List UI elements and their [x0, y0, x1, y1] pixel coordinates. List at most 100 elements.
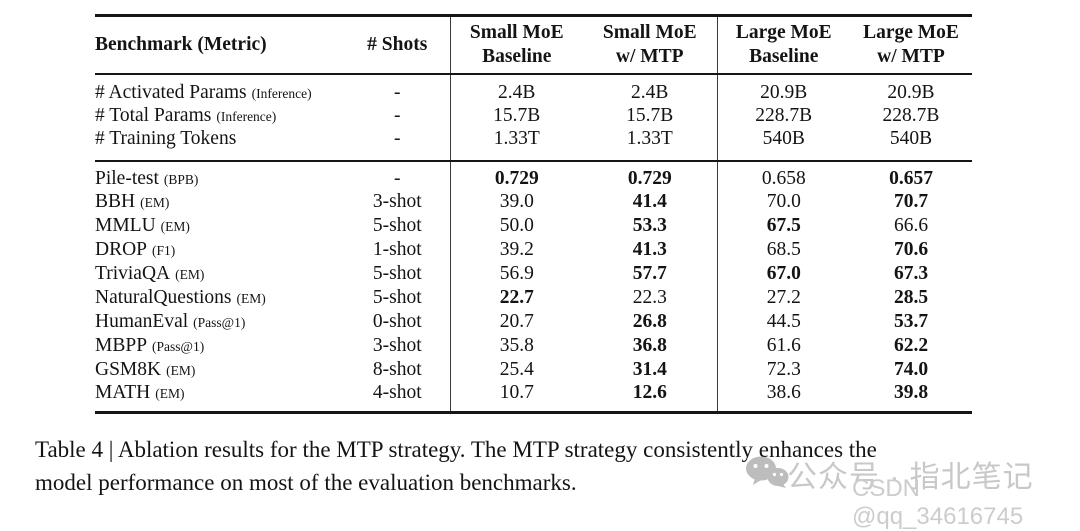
benchmarks-section: Pile-test (BPB) - 0.729 0.729 0.658 0.657… — [95, 160, 972, 412]
table-row-triviaqa: TriviaQA (EM) 5-shot 56.9 57.7 67.0 67.3 — [95, 261, 972, 286]
shots-cell: 5-shot — [345, 285, 451, 310]
metric-label: (EM) — [160, 218, 190, 234]
header-line2: Baseline — [482, 45, 552, 67]
value-cell: 56.9 — [499, 262, 534, 284]
metric-label: (Inference) — [216, 108, 277, 124]
value-cell: 41.4 — [583, 189, 718, 214]
header-num-shots: # Shots — [345, 15, 451, 74]
shots-cell: 3-shot — [345, 333, 451, 358]
benchmark-name: # Activated Params — [95, 81, 247, 103]
shots-cell: 8-shot — [345, 357, 451, 382]
value-cell: 0.729 — [583, 160, 718, 190]
value-cell: 31.4 — [583, 357, 718, 382]
value-cell: 35.8 — [499, 334, 534, 356]
shots-cell: 4-shot — [345, 381, 451, 412]
value-cell: 72.3 — [766, 358, 801, 380]
value-cell: 61.6 — [766, 334, 801, 356]
value-cell: 22.7 — [499, 286, 534, 308]
benchmark-name: DROP — [95, 238, 148, 260]
paper-screenshot: { "table": { "header": { "benchmark": "B… — [35, 14, 1033, 530]
params-section: # Activated Params (Inference) - 2.4B 2.4… — [95, 73, 972, 161]
table-row-mbpp: MBPP (Pass@1) 3-shot 35.8 36.8 61.6 62.2 — [95, 333, 972, 358]
header-line1: Small MoE — [602, 21, 697, 43]
value-cell: 20.7 — [499, 310, 534, 332]
value-cell: 2.4B — [498, 81, 536, 103]
value-cell: 28.5 — [893, 286, 929, 308]
benchmark-name: MMLU — [95, 214, 156, 236]
table-row-humaneval: HumanEval (Pass@1) 0-shot 20.7 26.8 44.5 … — [95, 309, 972, 334]
shots-cell: - — [345, 127, 451, 161]
header-line2: Baseline — [749, 45, 819, 67]
shots-cell: 5-shot — [345, 213, 451, 238]
header-line2: w/ MTP — [877, 45, 945, 67]
value-cell: 228.7B — [755, 104, 813, 126]
table-row-mmlu: MMLU (EM) 5-shot 50.0 53.3 67.5 66.6 — [95, 213, 972, 238]
value-cell: 66.6 — [893, 214, 929, 236]
header-benchmark-metric: Benchmark (Metric) — [95, 33, 267, 55]
table-row-naturalquestions: NaturalQuestions (EM) 5-shot 22.7 22.3 27… — [95, 285, 972, 310]
table-row-bbh: BBH (EM) 3-shot 39.0 41.4 70.0 70.7 — [95, 189, 972, 214]
shots-cell: 1-shot — [345, 237, 451, 262]
shots-cell: - — [345, 103, 451, 128]
value-cell: 1.33T — [583, 127, 718, 161]
header-line1: Large MoE — [735, 21, 832, 43]
shots-cell: - — [345, 73, 451, 104]
metric-label: (EM) — [166, 362, 196, 378]
value-cell: 39.8 — [893, 381, 929, 403]
value-cell: 70.7 — [893, 190, 929, 212]
value-cell: 39.2 — [499, 238, 534, 260]
benchmark-name: # Training Tokens — [95, 127, 237, 149]
caption-line-1: Table 4 | Ablation results for the MTP s… — [35, 437, 877, 462]
value-cell: 2.4B — [583, 73, 718, 104]
value-cell: 70.0 — [766, 190, 801, 212]
table-row-total-params: # Total Params (Inference) - 15.7B 15.7B … — [95, 103, 972, 128]
benchmark-name: # Total Params — [95, 104, 212, 126]
value-cell: 0.657 — [889, 167, 933, 189]
header-line2: w/ MTP — [615, 45, 684, 67]
table-row-gsm8k: GSM8K (EM) 8-shot 25.4 31.4 72.3 74.0 — [95, 357, 972, 382]
value-cell: 20.9B — [887, 81, 935, 103]
value-cell: 25.4 — [499, 358, 534, 380]
value-cell: 27.2 — [766, 286, 801, 308]
metric-label: (Inference) — [251, 85, 312, 101]
shots-cell: - — [345, 160, 451, 190]
value-cell: 36.8 — [583, 333, 718, 358]
header-small-moe-baseline: Small MoE Baseline — [450, 16, 583, 74]
benchmark-name: MATH — [95, 381, 151, 403]
metric-label: (EM) — [175, 266, 205, 282]
value-cell: 20.9B — [760, 81, 808, 103]
ablation-table: Benchmark (Metric) # Shots Small MoE Base… — [95, 14, 972, 414]
shots-cell: 3-shot — [345, 189, 451, 214]
value-cell: 0.729 — [494, 167, 539, 189]
benchmark-name: HumanEval — [95, 310, 189, 332]
metric-label: (Pass@1) — [152, 338, 205, 354]
benchmark-name: BBH — [95, 190, 136, 212]
value-cell: 12.6 — [583, 381, 718, 412]
value-cell: 540B — [889, 127, 933, 149]
value-cell: 62.2 — [893, 334, 929, 356]
value-cell: 70.6 — [893, 238, 929, 260]
value-cell: 10.7 — [499, 381, 534, 403]
header-line1: Large MoE — [863, 21, 959, 43]
value-cell: 57.7 — [583, 261, 718, 286]
benchmark-name: GSM8K — [95, 358, 162, 380]
metric-label: (F1) — [152, 242, 176, 258]
table-row-drop: DROP (F1) 1-shot 39.2 41.3 68.5 70.6 — [95, 237, 972, 262]
metric-label: (EM) — [140, 194, 170, 210]
value-cell: 1.33T — [493, 127, 540, 149]
value-cell: 74.0 — [893, 358, 929, 380]
value-cell: 53.3 — [583, 213, 718, 238]
ablation-table-container: Benchmark (Metric) # Shots Small MoE Base… — [95, 14, 972, 414]
value-cell: 39.0 — [499, 190, 534, 212]
value-cell: 50.0 — [499, 214, 534, 236]
value-cell: 41.3 — [583, 237, 718, 262]
value-cell: 0.658 — [761, 167, 806, 189]
caption-line-2: model performance on most of the evaluat… — [35, 469, 577, 495]
value-cell: 26.8 — [583, 309, 718, 334]
table-row-pile-test: Pile-test (BPB) - 0.729 0.729 0.658 0.657 — [95, 160, 972, 190]
metric-label: (EM) — [236, 290, 266, 306]
value-cell: 67.5 — [766, 214, 801, 236]
benchmark-name: MBPP — [95, 334, 148, 356]
value-cell: 53.7 — [893, 310, 929, 332]
table-row-math: MATH (EM) 4-shot 10.7 12.6 38.6 39.8 — [95, 381, 972, 412]
